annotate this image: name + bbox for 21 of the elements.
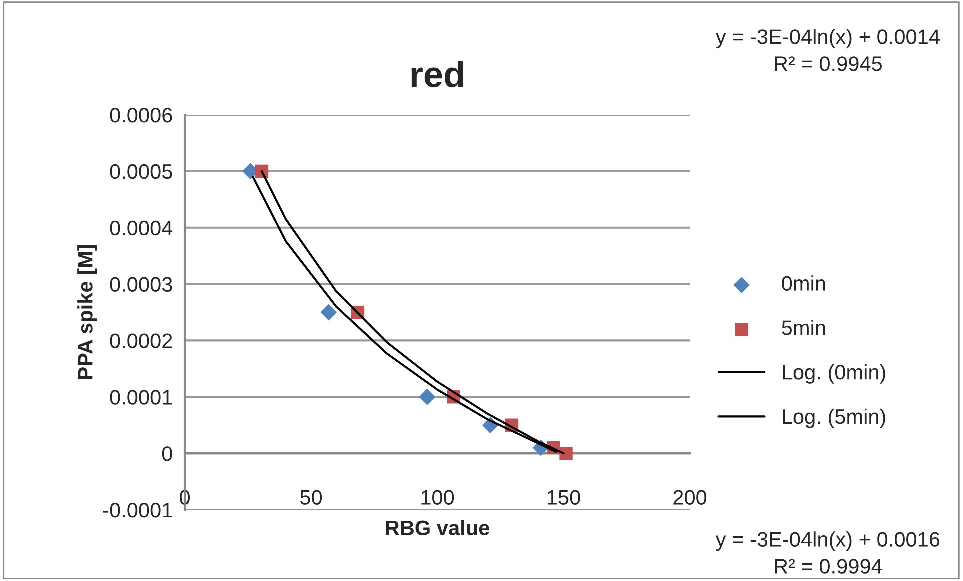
x-tick-label: 150 xyxy=(548,490,580,505)
y-tick-label: 0.0005 xyxy=(110,164,172,180)
x-tick-label: 100 xyxy=(422,490,454,505)
y-tick-label: 0.0006 xyxy=(110,108,172,123)
x-axis-title: RBG value xyxy=(386,520,490,536)
text: y = -3E-04ln(x) + 0.0014 R² = 0.9945 xyxy=(716,29,940,72)
legend-label: Log. (5min) xyxy=(783,408,886,428)
legend-label: 0min xyxy=(782,276,826,291)
y-tick-label: 0.0002 xyxy=(110,334,172,348)
legend-label: Log. (0min) xyxy=(783,364,886,384)
y-tick-label: 0.0004 xyxy=(110,220,173,236)
y-tick-label: 0 xyxy=(162,446,172,462)
y-axis-title: PPA spike [M] xyxy=(78,245,97,380)
x-tick-label: 200 xyxy=(674,490,707,505)
legend-label: 5min xyxy=(782,320,826,336)
y-tick-label: -0.0001 xyxy=(103,503,172,518)
x-tick-label: 50 xyxy=(300,490,322,505)
y-tick-label: 0.0003 xyxy=(110,277,172,292)
chart-title: red xyxy=(412,61,464,88)
y-tick-label: 0.0001 xyxy=(110,390,172,405)
text: y = -3E-04ln(x) + 0.0016 R² = 0.9994 xyxy=(716,532,940,574)
